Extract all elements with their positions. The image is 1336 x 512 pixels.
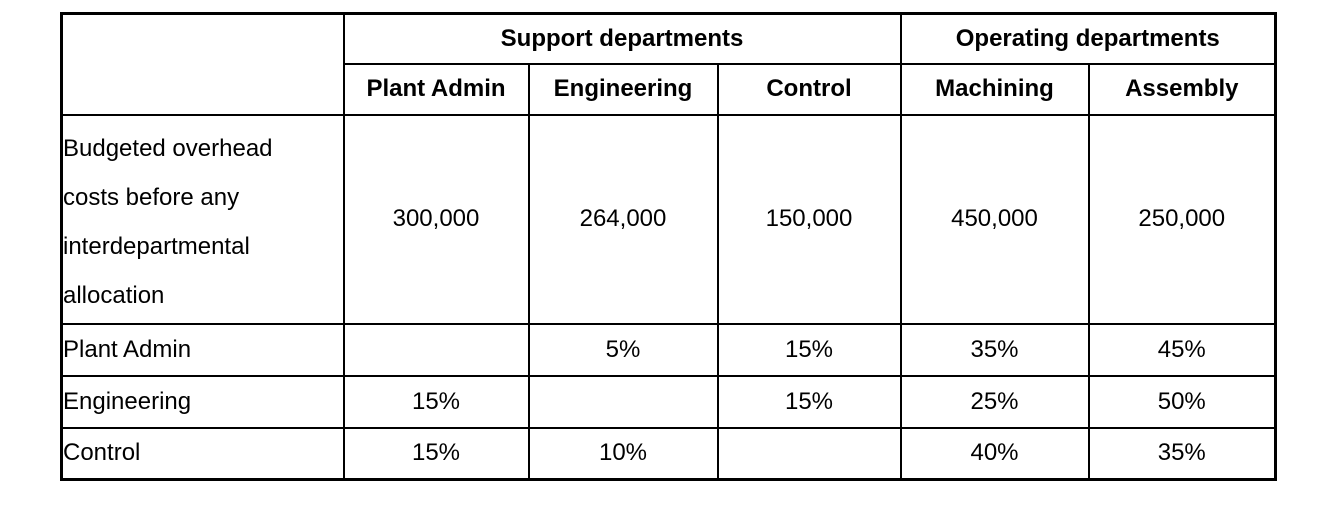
cell-budgeted-control: 150,000: [716, 113, 902, 325]
cell-control-to-engineering: 10%: [527, 426, 719, 481]
row-label-plant-admin: Plant Admin: [60, 322, 345, 377]
group-header-support-departments: Support departments: [342, 12, 902, 65]
table-row-budgeted-overhead: Budgeted overhead costs before any inter…: [60, 113, 1277, 325]
row-label-engineering: Engineering: [60, 374, 345, 429]
table-row-engineering: Engineering 15% 15% 25% 50%: [60, 374, 1277, 429]
cell-budgeted-engineering: 264,000: [527, 113, 719, 325]
cell-engineering-to-plant-admin: 15%: [342, 374, 530, 429]
cell-engineering-to-machining: 25%: [899, 374, 1090, 429]
cell-plant-admin-to-engineering: 5%: [527, 322, 719, 377]
table-row-plant-admin: Plant Admin 5% 15% 35% 45%: [60, 322, 1277, 377]
cell-engineering-to-engineering: [527, 374, 719, 429]
cell-plant-admin-to-assembly: 45%: [1087, 322, 1277, 377]
column-header-machining: Machining: [899, 62, 1090, 116]
cell-budgeted-plant-admin: 300,000: [342, 113, 530, 325]
row-label-budgeted-overhead: Budgeted overhead costs before any inter…: [60, 113, 345, 325]
cell-plant-admin-to-machining: 35%: [899, 322, 1090, 377]
column-header-control: Control: [716, 62, 902, 116]
cell-budgeted-assembly: 250,000: [1087, 113, 1277, 325]
table-row-control: Control 15% 10% 40% 35%: [60, 426, 1277, 481]
row-label-control: Control: [60, 426, 345, 481]
department-allocation-table: Support departments Operating department…: [60, 12, 1278, 481]
group-header-operating-departments: Operating departments: [899, 12, 1277, 65]
cell-plant-admin-to-control: 15%: [716, 322, 902, 377]
cell-budgeted-machining: 450,000: [899, 113, 1090, 325]
column-header-plant-admin: Plant Admin: [342, 62, 530, 116]
cell-control-to-control: [716, 426, 902, 481]
column-header-engineering: Engineering: [527, 62, 719, 116]
cell-plant-admin-to-plant-admin: [342, 322, 530, 377]
column-header-assembly: Assembly: [1087, 62, 1277, 116]
cell-control-to-assembly: 35%: [1087, 426, 1277, 481]
cell-engineering-to-assembly: 50%: [1087, 374, 1277, 429]
cell-control-to-plant-admin: 15%: [342, 426, 530, 481]
cell-engineering-to-control: 15%: [716, 374, 902, 429]
cell-control-to-machining: 40%: [899, 426, 1090, 481]
corner-cell: [60, 12, 345, 116]
